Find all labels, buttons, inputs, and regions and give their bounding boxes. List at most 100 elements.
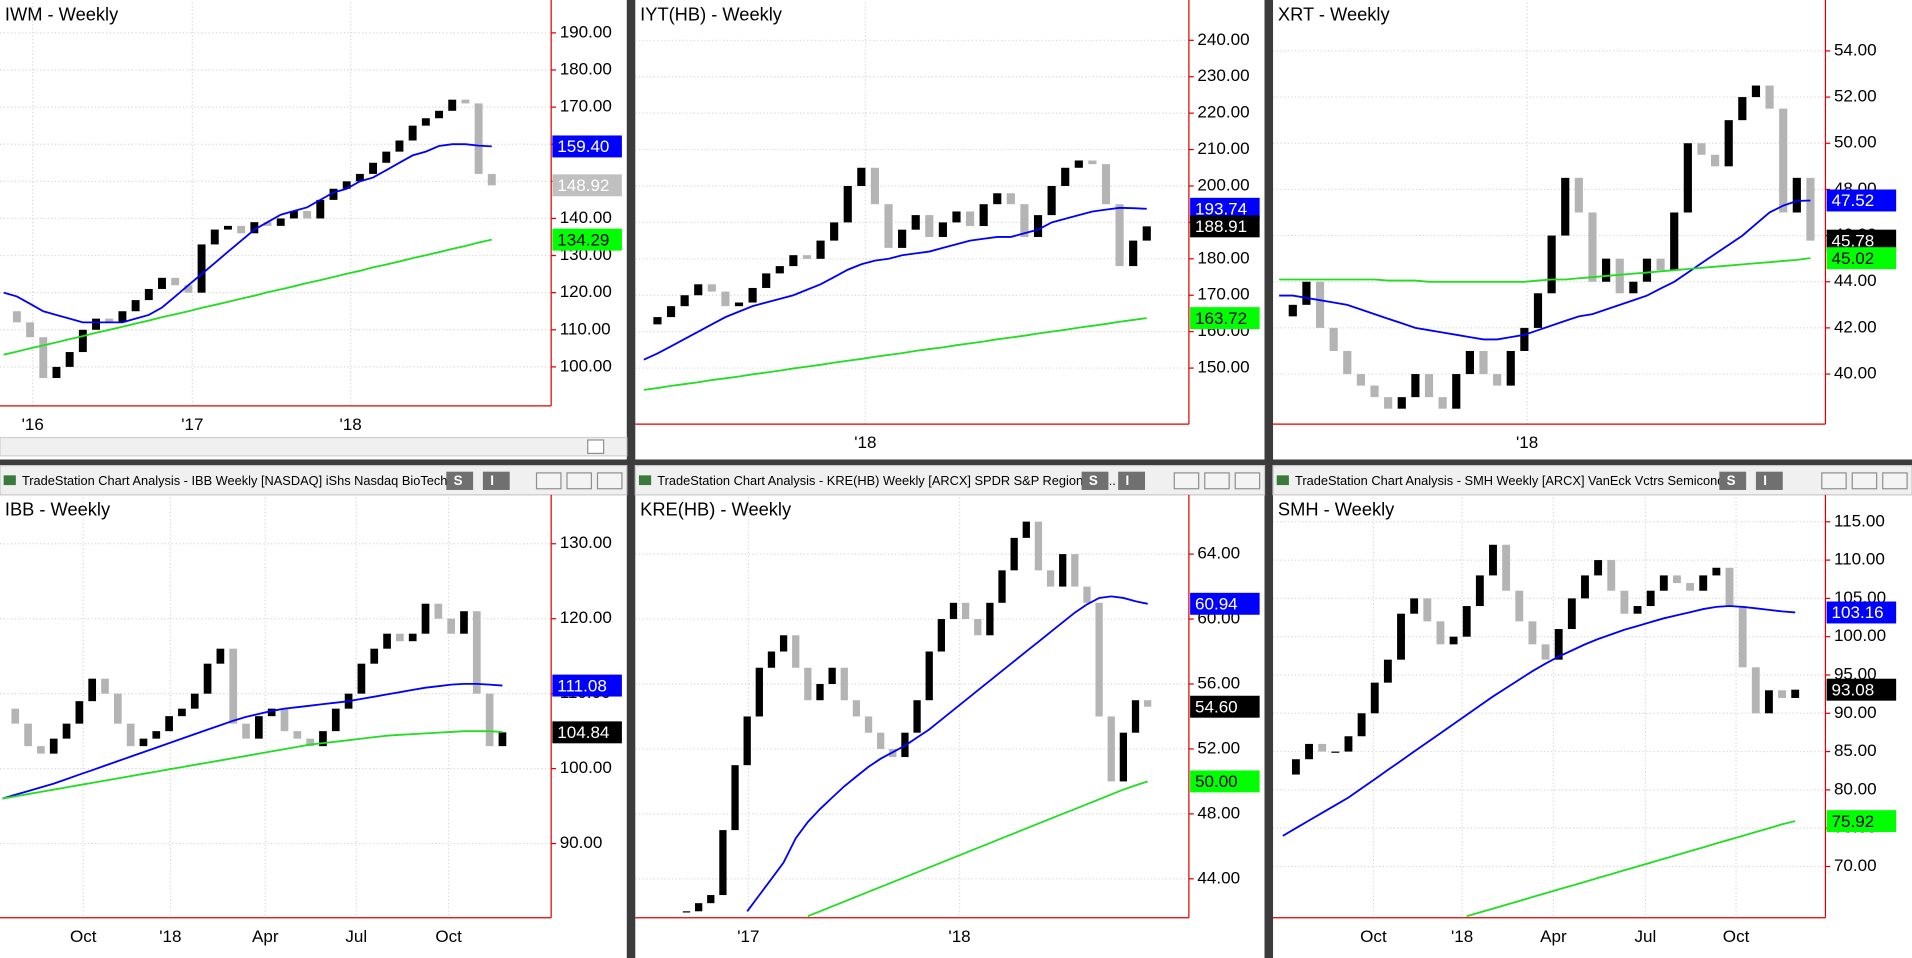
x-tick-label: '18	[948, 927, 970, 946]
window-control-button[interactable]	[1204, 472, 1230, 490]
candle	[1541, 644, 1550, 660]
window-control-button[interactable]	[535, 472, 562, 490]
candle	[1144, 700, 1152, 707]
candle	[126, 723, 135, 747]
price-label: 75.92	[1832, 812, 1875, 831]
window-toolbar-button[interactable]	[1755, 471, 1783, 490]
candle	[1302, 281, 1311, 305]
candle	[1792, 177, 1801, 213]
candle	[158, 277, 166, 289]
candle	[1101, 164, 1111, 205]
candle	[864, 716, 873, 733]
candle	[1683, 143, 1692, 213]
candle	[911, 215, 920, 230]
candle	[743, 716, 751, 766]
x-tick-label: '18	[159, 927, 181, 946]
candle	[1725, 567, 1734, 607]
window-toolbar-button[interactable]	[1118, 471, 1146, 490]
candle	[1357, 713, 1366, 737]
window-toolbar-button[interactable]	[482, 471, 510, 490]
window-toolbar-button[interactable]	[1081, 471, 1109, 490]
candle	[1779, 108, 1788, 213]
y-tick-label: 54.00	[1834, 40, 1877, 59]
window-toolbar-button[interactable]	[1719, 471, 1747, 490]
candle	[1778, 690, 1787, 698]
candle	[938, 222, 947, 237]
candle	[767, 651, 776, 668]
price-label-box	[552, 228, 622, 251]
candle	[448, 99, 457, 111]
candle	[755, 667, 763, 717]
price-label-box	[1190, 770, 1260, 793]
candle	[306, 738, 314, 747]
candle	[1129, 240, 1138, 267]
candle	[1397, 397, 1406, 409]
candle	[1607, 560, 1616, 591]
y-tick-label: 220.00	[1197, 103, 1249, 122]
y-tick-label: 50.00	[1834, 133, 1877, 152]
price-label-box	[1826, 247, 1897, 270]
y-tick-label: 150.00	[1197, 358, 1249, 377]
window-control-button[interactable]	[566, 472, 593, 490]
candle	[342, 181, 351, 189]
candle	[1602, 258, 1611, 282]
candle	[1107, 716, 1115, 782]
candle	[105, 318, 114, 323]
y-tick-label: 80.00	[1834, 779, 1877, 798]
candle	[1383, 659, 1392, 683]
window-control-button[interactable]	[1234, 472, 1261, 490]
scrollbar-thumb[interactable]	[587, 439, 605, 455]
candle	[460, 611, 468, 634]
candle	[1642, 258, 1652, 282]
window-toolbar-button-label: S	[1089, 473, 1098, 488]
candle	[1370, 385, 1379, 398]
candle	[263, 222, 272, 226]
candle	[39, 337, 48, 379]
candle	[1659, 575, 1668, 591]
candle	[190, 693, 199, 709]
price-label: 159.40	[557, 137, 609, 156]
candle	[1791, 689, 1800, 698]
window-toolbar-button-label: I	[490, 473, 494, 488]
candle	[1712, 567, 1721, 576]
candle	[461, 99, 470, 104]
candle	[184, 285, 193, 293]
window-control-button[interactable]	[1882, 472, 1908, 490]
candle	[75, 701, 84, 724]
candle	[1620, 590, 1629, 614]
candle	[319, 731, 327, 747]
candle	[748, 287, 757, 303]
price-label-box	[1826, 601, 1897, 624]
candle	[1449, 636, 1458, 645]
candle	[1071, 554, 1079, 587]
window-control-button[interactable]	[1821, 472, 1847, 490]
panel-background	[1273, 465, 1912, 958]
moving-average-line	[746, 595, 1148, 912]
candle	[229, 648, 238, 724]
window-control-button[interactable]	[1851, 472, 1878, 490]
window-title-bar	[0, 464, 628, 496]
price-label: 104.84	[557, 723, 609, 742]
x-tick-label: Apr	[1540, 927, 1567, 946]
window-toolbar-button[interactable]	[446, 471, 474, 490]
candle	[197, 244, 206, 293]
panel-background	[0, 465, 627, 958]
price-label: 45.78	[1832, 231, 1875, 250]
window-control-button[interactable]	[1173, 472, 1200, 490]
chart-title: IWM - Weekly	[5, 4, 119, 25]
candle	[26, 322, 35, 338]
candle	[1410, 598, 1419, 614]
candle	[144, 288, 153, 301]
window-control-button[interactable]	[596, 472, 623, 490]
candle	[762, 273, 771, 288]
candle	[1751, 85, 1761, 98]
candle	[1710, 154, 1720, 167]
candle	[113, 693, 122, 724]
candle	[1074, 160, 1083, 168]
price-label-box	[552, 135, 622, 158]
moving-average-line	[643, 206, 1147, 361]
candle	[828, 667, 836, 684]
panel-background	[0, 0, 627, 460]
candle	[24, 723, 32, 747]
price-label: 50.00	[1195, 772, 1238, 791]
